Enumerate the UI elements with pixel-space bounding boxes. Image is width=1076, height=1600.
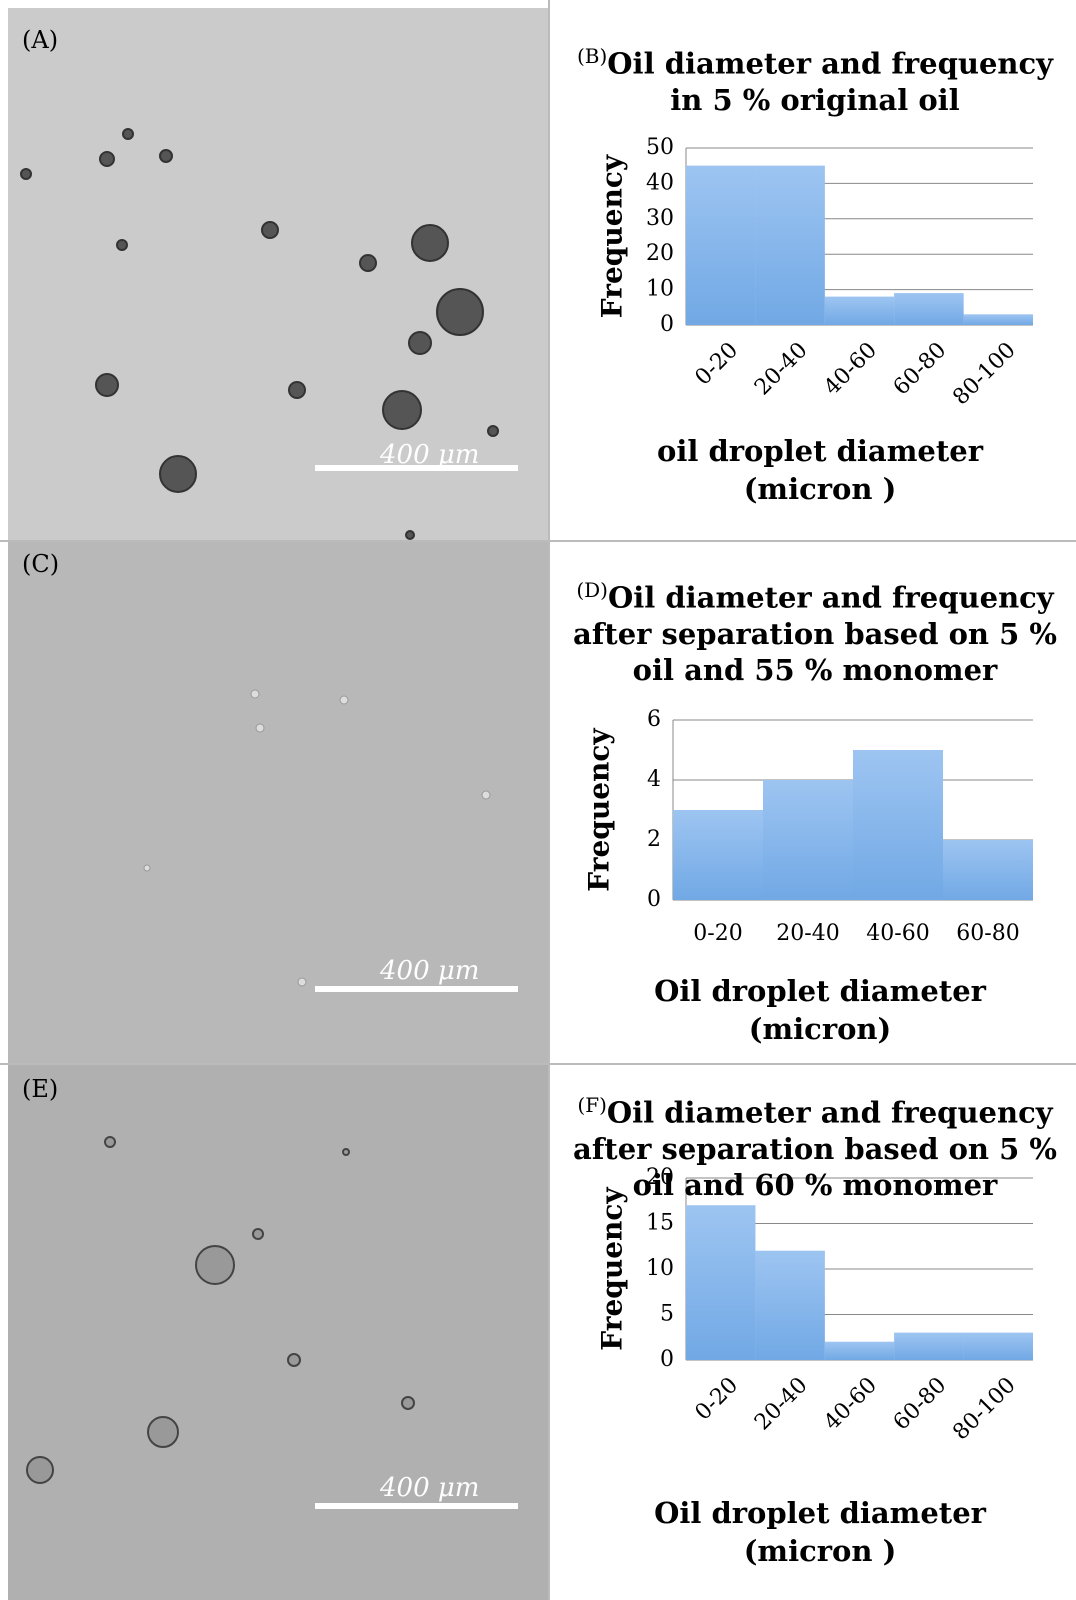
page: Frequency010203040500-2020-4040-6060-808…: [0, 0, 1076, 1600]
bar: [894, 293, 963, 325]
title-text: Oil diameter and frequency after separat…: [573, 1096, 1057, 1202]
bar: [755, 1251, 824, 1360]
scale-bar-label: 400 μm: [380, 440, 479, 470]
x-tick-label: 40-60: [819, 338, 882, 401]
bar: [943, 840, 1033, 900]
bar: [894, 1333, 963, 1360]
panel-label: (E): [22, 1075, 58, 1103]
bar: [964, 314, 1033, 325]
y-axis-label: Frequency: [596, 154, 629, 318]
x-tick-label: 20-40: [750, 338, 813, 401]
panel-label: (B): [577, 44, 607, 68]
panel-label: (C): [22, 550, 59, 578]
bar: [825, 1342, 894, 1360]
title-text: Oil diameter and frequency in 5 % origin…: [607, 47, 1053, 117]
y-tick-label: 0: [660, 1347, 674, 1372]
figure: Frequency010203040500-2020-4040-6060-808…: [0, 0, 1076, 1600]
y-tick-label: 4: [647, 767, 661, 792]
x-tick-label: 20-40: [776, 921, 839, 946]
row-divider: [0, 540, 1076, 542]
x-axis-label: Oil droplet diameter (micron ): [600, 1494, 1040, 1570]
micrograph-e: [8, 1065, 548, 1600]
y-tick-label: 0: [660, 312, 674, 337]
y-tick-label: 6: [647, 707, 661, 732]
x-tick-label: 0-20: [691, 338, 744, 391]
y-tick-label: 10: [646, 277, 674, 302]
chart-title: (B)Oil diameter and frequency in 5 % ori…: [560, 38, 1070, 118]
y-tick-label: 40: [646, 170, 674, 195]
y-tick-label: 5: [660, 1302, 674, 1327]
column-divider: [548, 0, 550, 1600]
x-tick-label: 80-100: [948, 1373, 1020, 1445]
y-axis-label: Frequency: [596, 1187, 629, 1351]
y-tick-label: 30: [646, 206, 674, 231]
y-tick-label: 0: [647, 887, 661, 912]
row-divider: [0, 1063, 1076, 1065]
chart-title: (F)Oil diameter and frequency after sepa…: [560, 1087, 1070, 1203]
x-tick-label: 60-80: [889, 1373, 952, 1436]
y-tick-label: 20: [646, 241, 674, 266]
scale-bar-label: 400 μm: [380, 956, 479, 986]
x-tick-label: 40-60: [819, 1373, 882, 1436]
bar: [763, 780, 853, 900]
x-tick-label: 40-60: [866, 921, 929, 946]
panel-label: (F): [577, 1093, 606, 1117]
x-tick-label: 60-80: [889, 338, 952, 401]
x-tick-label: 80-100: [948, 338, 1020, 410]
panel-label: (A): [22, 26, 58, 54]
bar: [673, 810, 763, 900]
bar: [964, 1333, 1033, 1360]
scale-bar-label: 400 μm: [380, 1473, 479, 1503]
x-tick-label: 0-20: [691, 1373, 744, 1426]
y-tick-label: 50: [646, 135, 674, 160]
bar: [686, 166, 755, 325]
x-axis-label: Oil droplet diameter (micron): [600, 972, 1040, 1048]
y-tick-label: 2: [647, 827, 661, 852]
x-tick-label: 60-80: [956, 921, 1019, 946]
panel-label: (D): [576, 578, 608, 602]
x-tick-label: 20-40: [750, 1373, 813, 1436]
bar: [755, 166, 824, 325]
y-tick-label: 15: [646, 1211, 674, 1236]
y-tick-label: 10: [646, 1256, 674, 1281]
title-text: Oil diameter and frequency after separat…: [573, 581, 1057, 687]
bar: [853, 750, 943, 900]
x-axis-label: oil droplet diameter (micron ): [600, 432, 1040, 508]
y-axis-label: Frequency: [583, 728, 616, 892]
bar: [825, 297, 894, 325]
chart-title: (D)Oil diameter and frequency after sepa…: [560, 572, 1070, 688]
x-tick-label: 0-20: [693, 921, 742, 946]
bar: [686, 1205, 755, 1360]
